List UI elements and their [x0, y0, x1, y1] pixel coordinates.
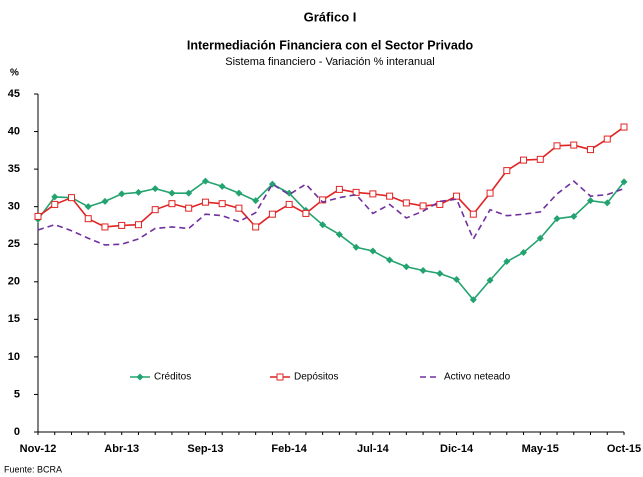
point	[168, 189, 176, 197]
point	[84, 215, 92, 223]
x-tick-label: Abr-13	[104, 443, 139, 455]
point	[51, 193, 59, 201]
y-tick-label: 0	[14, 426, 20, 438]
point	[503, 167, 511, 175]
point	[118, 221, 126, 229]
x-tick-label: Oct-15	[607, 443, 641, 455]
point	[235, 189, 243, 197]
point	[369, 190, 377, 198]
point	[151, 185, 159, 193]
point	[402, 199, 410, 207]
x-tick-label: Jul-14	[357, 443, 390, 455]
source: Fuente: BCRA	[4, 464, 62, 474]
series-line	[37, 180, 625, 302]
point	[134, 221, 142, 229]
y-tick-label: 25	[8, 238, 20, 250]
point	[520, 156, 528, 164]
point	[335, 230, 343, 238]
point	[268, 210, 276, 218]
point	[486, 276, 494, 284]
point	[436, 270, 444, 278]
point	[34, 212, 42, 220]
y-axis-label: %	[10, 68, 19, 79]
point	[469, 210, 477, 218]
point	[570, 141, 578, 149]
x-tick-label: Dic-14	[440, 443, 474, 455]
point	[419, 202, 427, 210]
legend-label: Activo neteado	[444, 372, 511, 383]
point	[352, 188, 360, 196]
point	[603, 135, 611, 143]
point	[252, 223, 260, 231]
point	[620, 123, 628, 131]
point	[285, 200, 293, 208]
point	[620, 178, 628, 186]
y-tick-label: 10	[8, 351, 20, 363]
point	[402, 263, 410, 271]
point	[319, 221, 327, 229]
y-tick-label: 30	[8, 201, 20, 213]
point	[603, 199, 611, 207]
x-tick-label: Nov-12	[20, 443, 57, 455]
chart-title: Gráfico I	[304, 9, 357, 24]
legend-label: Depósitos	[294, 372, 338, 383]
point	[252, 197, 260, 205]
y-tick-label: 15	[8, 313, 20, 325]
point	[235, 204, 243, 212]
y-tick-label: 35	[8, 163, 20, 175]
point	[486, 189, 494, 197]
point	[151, 206, 159, 214]
point	[51, 200, 59, 208]
point	[436, 200, 444, 208]
point	[386, 192, 394, 200]
point	[67, 194, 75, 202]
point	[587, 146, 595, 154]
x-tick-label: Feb-14	[271, 443, 307, 455]
point	[335, 185, 343, 193]
point	[101, 197, 109, 205]
y-tick-label: 40	[8, 125, 20, 137]
point	[469, 296, 477, 304]
legend-marker	[136, 373, 144, 381]
series-line	[37, 180, 625, 246]
point	[536, 155, 544, 163]
point	[302, 209, 310, 217]
y-tick-label: 5	[14, 388, 20, 400]
point	[352, 243, 360, 251]
point	[218, 200, 226, 208]
point	[218, 182, 226, 190]
x-tick-label: May-15	[522, 443, 559, 455]
point	[419, 267, 427, 275]
legend-label: Créditos	[154, 372, 191, 383]
point	[453, 192, 461, 200]
y-tick-label: 20	[8, 276, 20, 288]
chart-subtitle: Sistema financiero - Variación % interan…	[225, 56, 435, 68]
point	[185, 204, 193, 212]
point	[285, 189, 293, 197]
point	[168, 200, 176, 208]
y-tick-label: 45	[8, 88, 20, 100]
point	[185, 189, 193, 197]
chart-subtitle: Intermediación Financiera con el Sector …	[187, 38, 474, 52]
point	[84, 203, 92, 211]
point	[201, 198, 209, 206]
point	[201, 177, 209, 185]
point	[369, 247, 377, 255]
point	[386, 256, 394, 264]
point	[570, 212, 578, 220]
point	[520, 248, 528, 256]
point	[101, 223, 109, 231]
point	[503, 257, 511, 265]
point	[536, 234, 544, 242]
point	[553, 215, 561, 223]
point	[134, 188, 142, 196]
x-tick-label: Sep-13	[187, 443, 223, 455]
point	[453, 276, 461, 284]
point	[118, 190, 126, 198]
legend-marker	[276, 373, 284, 381]
point	[553, 142, 561, 150]
point	[587, 197, 595, 205]
